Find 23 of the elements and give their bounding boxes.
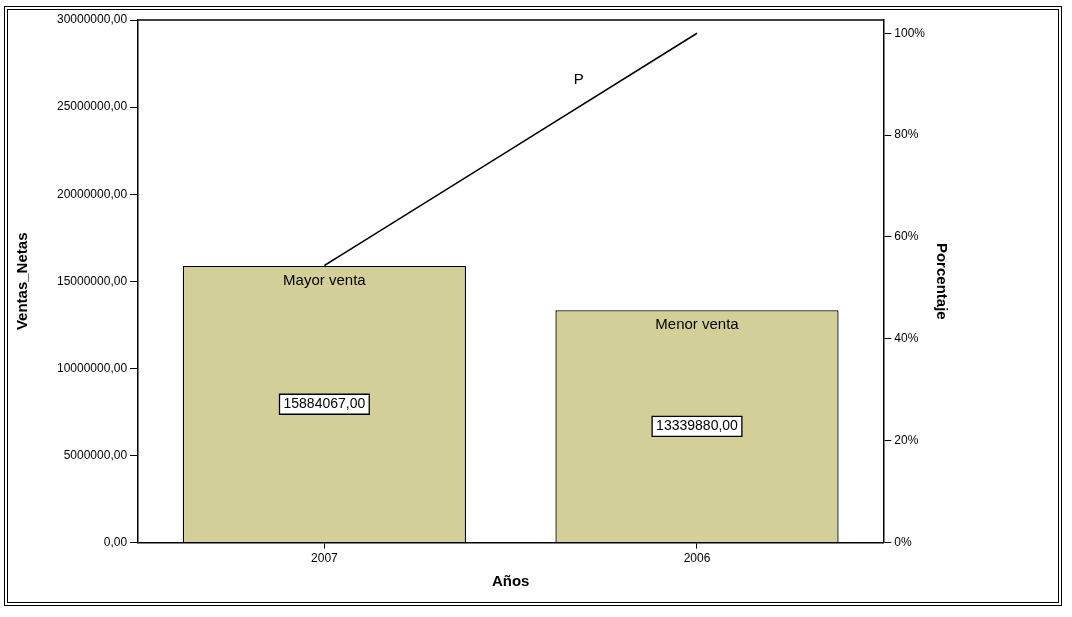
y2-tick-label: 40% <box>894 331 919 346</box>
data-label: 15884067,00 <box>283 395 366 412</box>
x-axis-title: Años <box>491 572 530 590</box>
data-label: 13339880,00 <box>656 417 739 434</box>
annotation: Menor venta <box>655 314 740 332</box>
x-tick-label: 2006 <box>683 551 711 566</box>
annotation: P <box>573 69 584 87</box>
y2-axis-title: Porcentaje <box>933 242 951 320</box>
y-tick-label: 0,00 <box>103 534 128 549</box>
y2-tick-label: 20% <box>894 433 919 448</box>
y-tick-label: 30000000,00 <box>56 12 128 27</box>
y-tick-label: 25000000,00 <box>56 99 128 114</box>
y2-tick-label: 100% <box>894 25 926 40</box>
y2-tick-label: 0% <box>894 534 912 549</box>
y2-tick-label: 60% <box>894 229 919 244</box>
y-tick-label: 5000000,00 <box>63 447 128 462</box>
y-axis-title: Ventas_Netas <box>13 232 31 331</box>
y2-tick-label: 80% <box>894 127 919 142</box>
y-tick-label: 20000000,00 <box>56 186 128 201</box>
y-tick-label: 15000000,00 <box>56 273 128 288</box>
x-tick-label: 2007 <box>311 551 339 566</box>
annotation: Mayor venta <box>283 270 367 288</box>
y-tick-label: 10000000,00 <box>56 360 128 375</box>
